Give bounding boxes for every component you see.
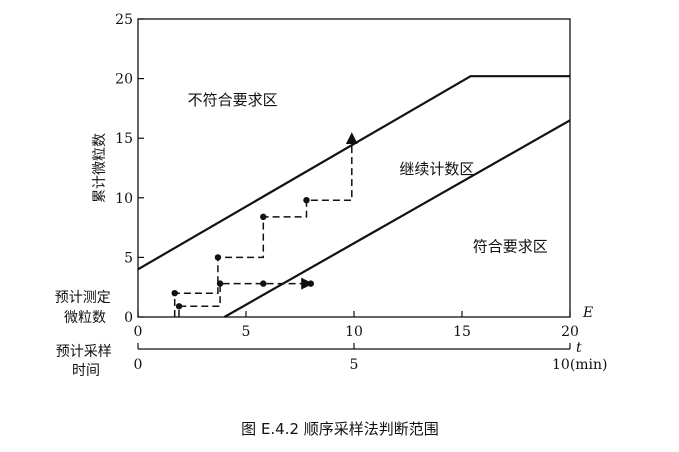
series-line-0 (137, 75, 570, 271)
x-tick-label-0: 0 (134, 324, 143, 340)
time-axis: 0 5 10(min) t 预计采样 时间 (56, 340, 608, 379)
region-label-1: 继续计数区 (399, 160, 474, 178)
region-label-0: 不符合要求区 (188, 91, 278, 109)
time-tick-5: 5 (350, 357, 359, 373)
series-2-point-1 (214, 254, 222, 261)
figure-caption: 图 E.4.2 顺序采样法判断范围 (241, 420, 439, 438)
series-3-point-0 (175, 303, 183, 310)
time-axis-letter: t (576, 340, 582, 356)
y-tick-label-4: 20 (115, 72, 133, 88)
y-tick-label-0: 0 (124, 310, 133, 326)
x-tick-label-1: 5 (242, 324, 251, 340)
region-label-2: 符合要求区 (473, 237, 548, 255)
x-tick-label-2: 10 (345, 324, 363, 340)
series-line-1 (223, 119, 571, 318)
series-3-point-2 (260, 280, 267, 287)
series-2-point-3 (303, 196, 310, 204)
plot-frame (137, 18, 571, 318)
time-tick-0: 0 (134, 357, 143, 373)
series-3-point-1 (216, 280, 224, 287)
y-axis-ticks: 0 5 10 15 20 25 (115, 12, 144, 326)
series-3-point-3 (307, 280, 314, 287)
time-tick-10: 10(min) (552, 357, 608, 373)
time-axis-title: 预计采样 时间 (56, 344, 116, 379)
y-tick-label-5: 25 (115, 12, 133, 28)
series-line-3 (178, 277, 314, 317)
series-line-2 (173, 132, 358, 317)
x-tick-label-4: 20 (561, 324, 579, 340)
y-tick-label-2: 10 (115, 191, 133, 207)
series-2-point-0 (171, 289, 178, 297)
series-layer (137, 75, 571, 318)
y-tick-label-3: 15 (115, 131, 133, 147)
x-axis-letter: E (582, 305, 593, 321)
series-2-point-2 (260, 213, 267, 221)
y-tick-label-1: 5 (124, 250, 133, 266)
x-axis-ticks: 0 5 10 15 20 (134, 311, 579, 340)
y-axis-title: 累计微粒数 (92, 133, 108, 203)
x-tick-label-3: 15 (453, 324, 471, 340)
y-zero-label: 预计测定 微粒数 (55, 290, 115, 326)
